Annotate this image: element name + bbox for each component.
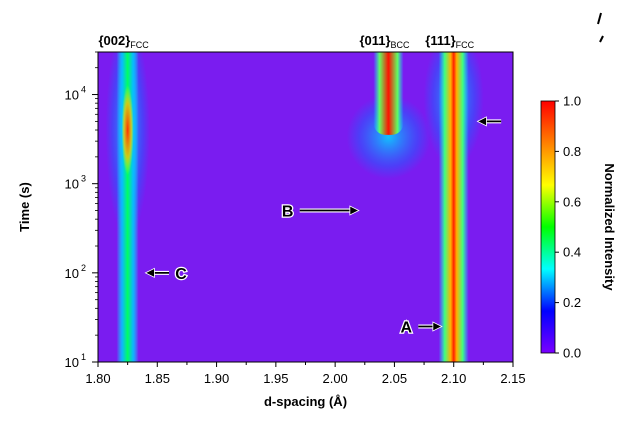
peak-3 xyxy=(423,52,484,362)
colorbar-tick-label: 0.0 xyxy=(563,346,581,361)
colorbar: 0.0 0.2 0.4 0.6 0.8 1.0 Normalized Intensity xyxy=(540,94,617,361)
y-tick-label: 10 xyxy=(65,177,79,192)
y-tick-label: 10 xyxy=(65,355,79,370)
x-tick-label: 2.10 xyxy=(441,371,466,386)
colorbar-tick-label: 0.2 xyxy=(563,295,581,310)
annotation-label: C xyxy=(175,266,187,283)
peak-label: {002}FCC xyxy=(98,33,149,50)
peak-labels: {002}FCC {011}BCC {111}FCC xyxy=(98,33,474,50)
y-tick-exponent: 4 xyxy=(81,85,86,95)
x-tick-label: 2.15 xyxy=(500,371,525,386)
annotation-label: B xyxy=(282,204,294,221)
y-tick-label: 10 xyxy=(65,266,79,281)
peak-label: {111}FCC xyxy=(425,33,474,50)
annotation xyxy=(476,116,502,127)
peak-label: {011}BCC xyxy=(359,33,410,50)
colorbar-tick-label: 1.0 xyxy=(563,94,581,109)
colorbar-tick-label: 0.4 xyxy=(563,245,581,260)
x-axis: 1.80 1.85 1.90 1.95 2.00 2.05 2.10 2.15 xyxy=(85,362,526,386)
y-tick-label: 10 xyxy=(65,88,79,103)
y-tick-exponent: 2 xyxy=(81,263,86,273)
colorbar-gradient xyxy=(540,100,556,354)
annotation: A xyxy=(399,318,443,338)
peak-2 xyxy=(346,52,431,179)
x-axis-label: d-spacing (Å) xyxy=(264,394,347,409)
x-tick-label: 1.80 xyxy=(85,371,110,386)
x-tick-label: 1.90 xyxy=(204,371,229,386)
annotation: B xyxy=(281,202,360,222)
corner-marks xyxy=(597,12,604,43)
x-tick-label: 1.95 xyxy=(263,371,288,386)
y-axis-label: Time (s) xyxy=(17,182,32,232)
y-tick-exponent: 1 xyxy=(81,352,86,362)
x-tick-label: 1.85 xyxy=(145,371,170,386)
annotation-label: A xyxy=(401,320,413,337)
annotations: A B C xyxy=(144,116,502,338)
colorbar-tick-label: 0.8 xyxy=(563,144,581,159)
annotation: C xyxy=(144,265,188,284)
colorbar-ticks: 0.0 0.2 0.4 0.6 0.8 1.0 xyxy=(555,94,581,361)
colorbar-tick-label: 0.6 xyxy=(563,194,581,209)
x-tick-label: 2.00 xyxy=(322,371,347,386)
y-tick-exponent: 3 xyxy=(81,174,86,184)
plot-area xyxy=(98,52,513,362)
x-tick-label: 2.05 xyxy=(382,371,407,386)
colorbar-label: Normalized Intensity xyxy=(602,163,617,291)
peak-1 xyxy=(105,52,150,362)
